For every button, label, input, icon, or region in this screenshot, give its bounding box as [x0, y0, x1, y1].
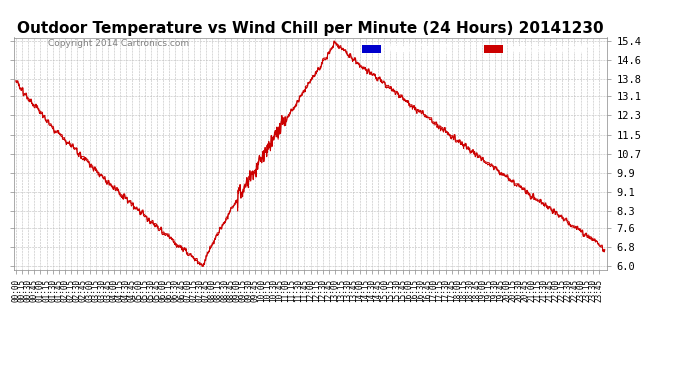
Text: Copyright 2014 Cartronics.com: Copyright 2014 Cartronics.com [48, 39, 190, 48]
Title: Outdoor Temperature vs Wind Chill per Minute (24 Hours) 20141230: Outdoor Temperature vs Wind Chill per Mi… [17, 21, 604, 36]
Legend: Wind Chill (°F), Temperature (°F): Wind Chill (°F), Temperature (°F) [359, 42, 602, 56]
